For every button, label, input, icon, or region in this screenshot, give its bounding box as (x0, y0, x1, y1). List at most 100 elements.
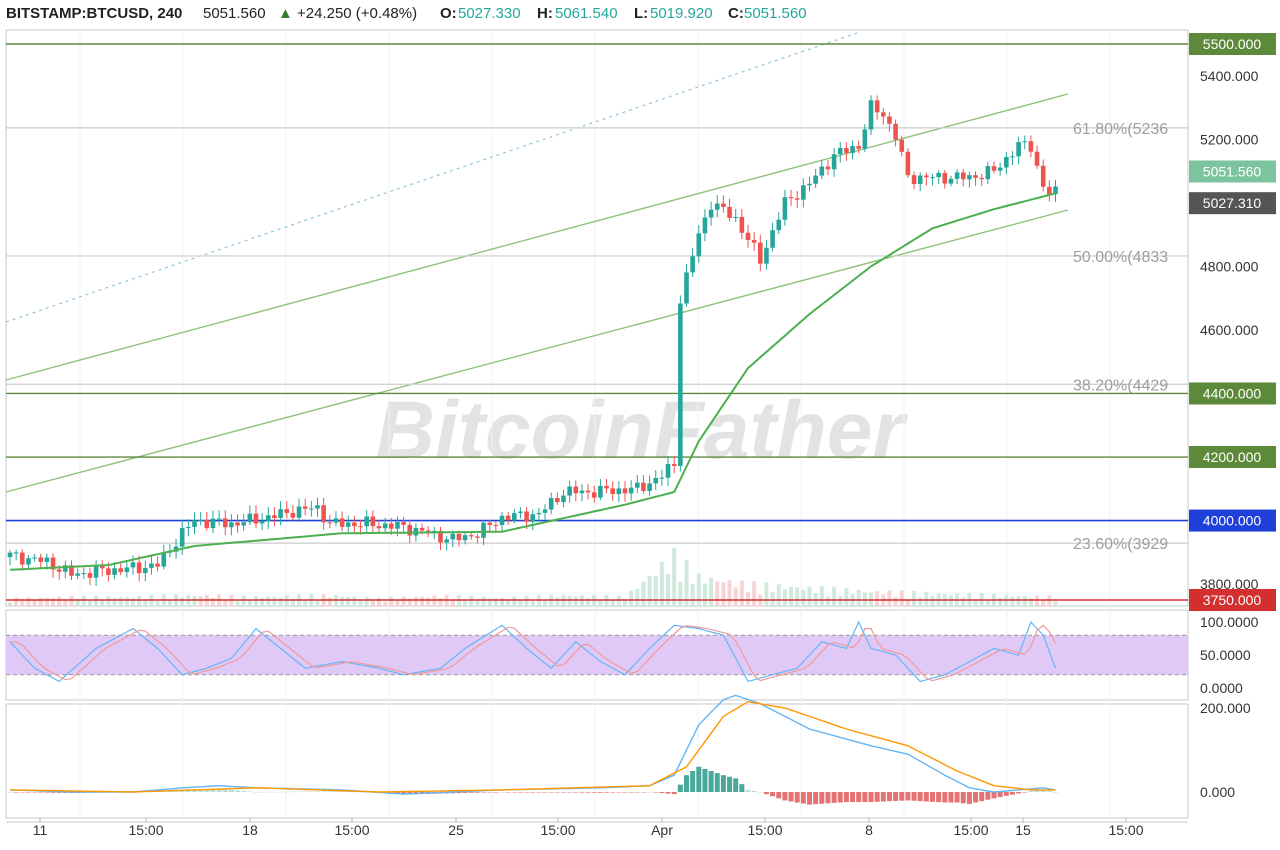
candle-body (358, 526, 363, 528)
macd-histogram-bar (7, 792, 13, 793)
time-axis-tick: 15:00 (1108, 822, 1143, 838)
macd-histogram-bar (622, 792, 628, 793)
volume-bar (131, 598, 135, 606)
volume-bar (487, 598, 492, 606)
time-axis-tick: 15:00 (128, 822, 163, 838)
candle-body (758, 242, 763, 264)
volume-bar (887, 590, 892, 606)
volume-bar (875, 591, 880, 606)
volume-bar (524, 595, 529, 606)
close-value: 5051.560 (744, 5, 807, 22)
macd-histogram-bar (284, 791, 290, 793)
macd-histogram-bar (1003, 792, 1009, 796)
candle-body (401, 521, 406, 525)
candle-body (278, 509, 283, 518)
candle-body (389, 523, 394, 529)
macd-histogram-bar (222, 789, 228, 792)
macd-histogram-bar (561, 792, 566, 793)
volume-bar (155, 600, 160, 606)
volume-bar (789, 586, 794, 606)
price-change: +24.250 (+0.48%) (297, 5, 417, 22)
candle-body (628, 487, 634, 494)
volume-bar (782, 589, 787, 606)
volume-bar (463, 600, 468, 606)
macd-histogram-bar (677, 784, 683, 792)
macd-histogram-bar (782, 792, 788, 801)
volume-bar (555, 597, 560, 606)
volume-bar (260, 598, 265, 606)
volume-bar (266, 596, 271, 606)
level-badge (1189, 33, 1276, 55)
candle-body (204, 519, 210, 529)
macd-histogram-bar (610, 792, 616, 793)
macd-histogram-bar (936, 792, 942, 803)
candle-body (924, 175, 929, 178)
volume-bar (721, 582, 726, 606)
macd-histogram-bar (308, 791, 314, 792)
price-axis-tick: 3800.000 (1200, 576, 1259, 592)
volume-bar (44, 597, 49, 606)
macd-pane[interactable] (5, 703, 1189, 819)
macd-histogram-bar (690, 771, 696, 792)
candle-body (210, 518, 216, 529)
macd-histogram-bar (259, 791, 265, 793)
macd-histogram-bar (640, 792, 646, 793)
candle-body (991, 166, 997, 171)
candle-body (93, 565, 99, 578)
candle-body (721, 203, 726, 207)
volume-bar (143, 599, 148, 606)
candle-body (20, 552, 25, 565)
candle-body (333, 518, 339, 523)
macd-histogram-bar (659, 792, 665, 794)
macd-histogram-bar (788, 792, 794, 802)
candle-body (714, 203, 720, 210)
macd-histogram-bar (862, 792, 868, 803)
macd-histogram-bar (296, 791, 302, 793)
volume-bar (684, 559, 689, 606)
macd-histogram-bar (591, 792, 597, 793)
volume-bar (1035, 595, 1040, 606)
candle-body (444, 539, 449, 543)
volume-bar (14, 597, 19, 606)
volume-bar (315, 599, 320, 606)
volume-bar (985, 599, 990, 606)
macd-histogram-bar (991, 792, 997, 799)
volume-bar (377, 597, 381, 606)
macd-histogram-bar (702, 768, 708, 792)
macd-histogram-bar (886, 792, 892, 802)
candle-body (13, 552, 19, 554)
macd-histogram-bar (204, 788, 210, 792)
volume-bar (167, 599, 172, 606)
volume-bar (100, 599, 105, 606)
candle-body (862, 129, 868, 149)
macd-histogram-bar (13, 792, 19, 793)
macd-histogram-bar (38, 792, 44, 793)
channel-projection-line (5, 31, 861, 323)
macd-histogram-bar (542, 792, 548, 793)
volume-bar (438, 598, 443, 606)
volume-bar (961, 597, 966, 606)
low-value: 5019.920 (650, 5, 713, 22)
macd-histogram-bar (1053, 792, 1058, 793)
macd-histogram-bar (634, 792, 640, 793)
candle-body (222, 518, 228, 528)
macd-histogram-bar (843, 792, 849, 803)
macd-histogram-bar (290, 791, 296, 793)
price-pane[interactable] (5, 29, 1189, 607)
volume-bar (124, 596, 129, 606)
macd-histogram-bar (554, 792, 560, 793)
candle-body (610, 488, 615, 495)
macd-histogram-bar (462, 792, 468, 793)
macd-histogram-bar (339, 791, 345, 792)
volume-bar (672, 547, 677, 606)
price-axis-tick: 4600.000 (1200, 322, 1259, 338)
candle-body (973, 175, 978, 178)
candle-body (647, 483, 652, 491)
candle-body (26, 558, 31, 565)
candle-body (1034, 151, 1040, 166)
candle-body (659, 477, 665, 479)
candle-body (75, 573, 80, 576)
volume-bar (364, 596, 369, 606)
